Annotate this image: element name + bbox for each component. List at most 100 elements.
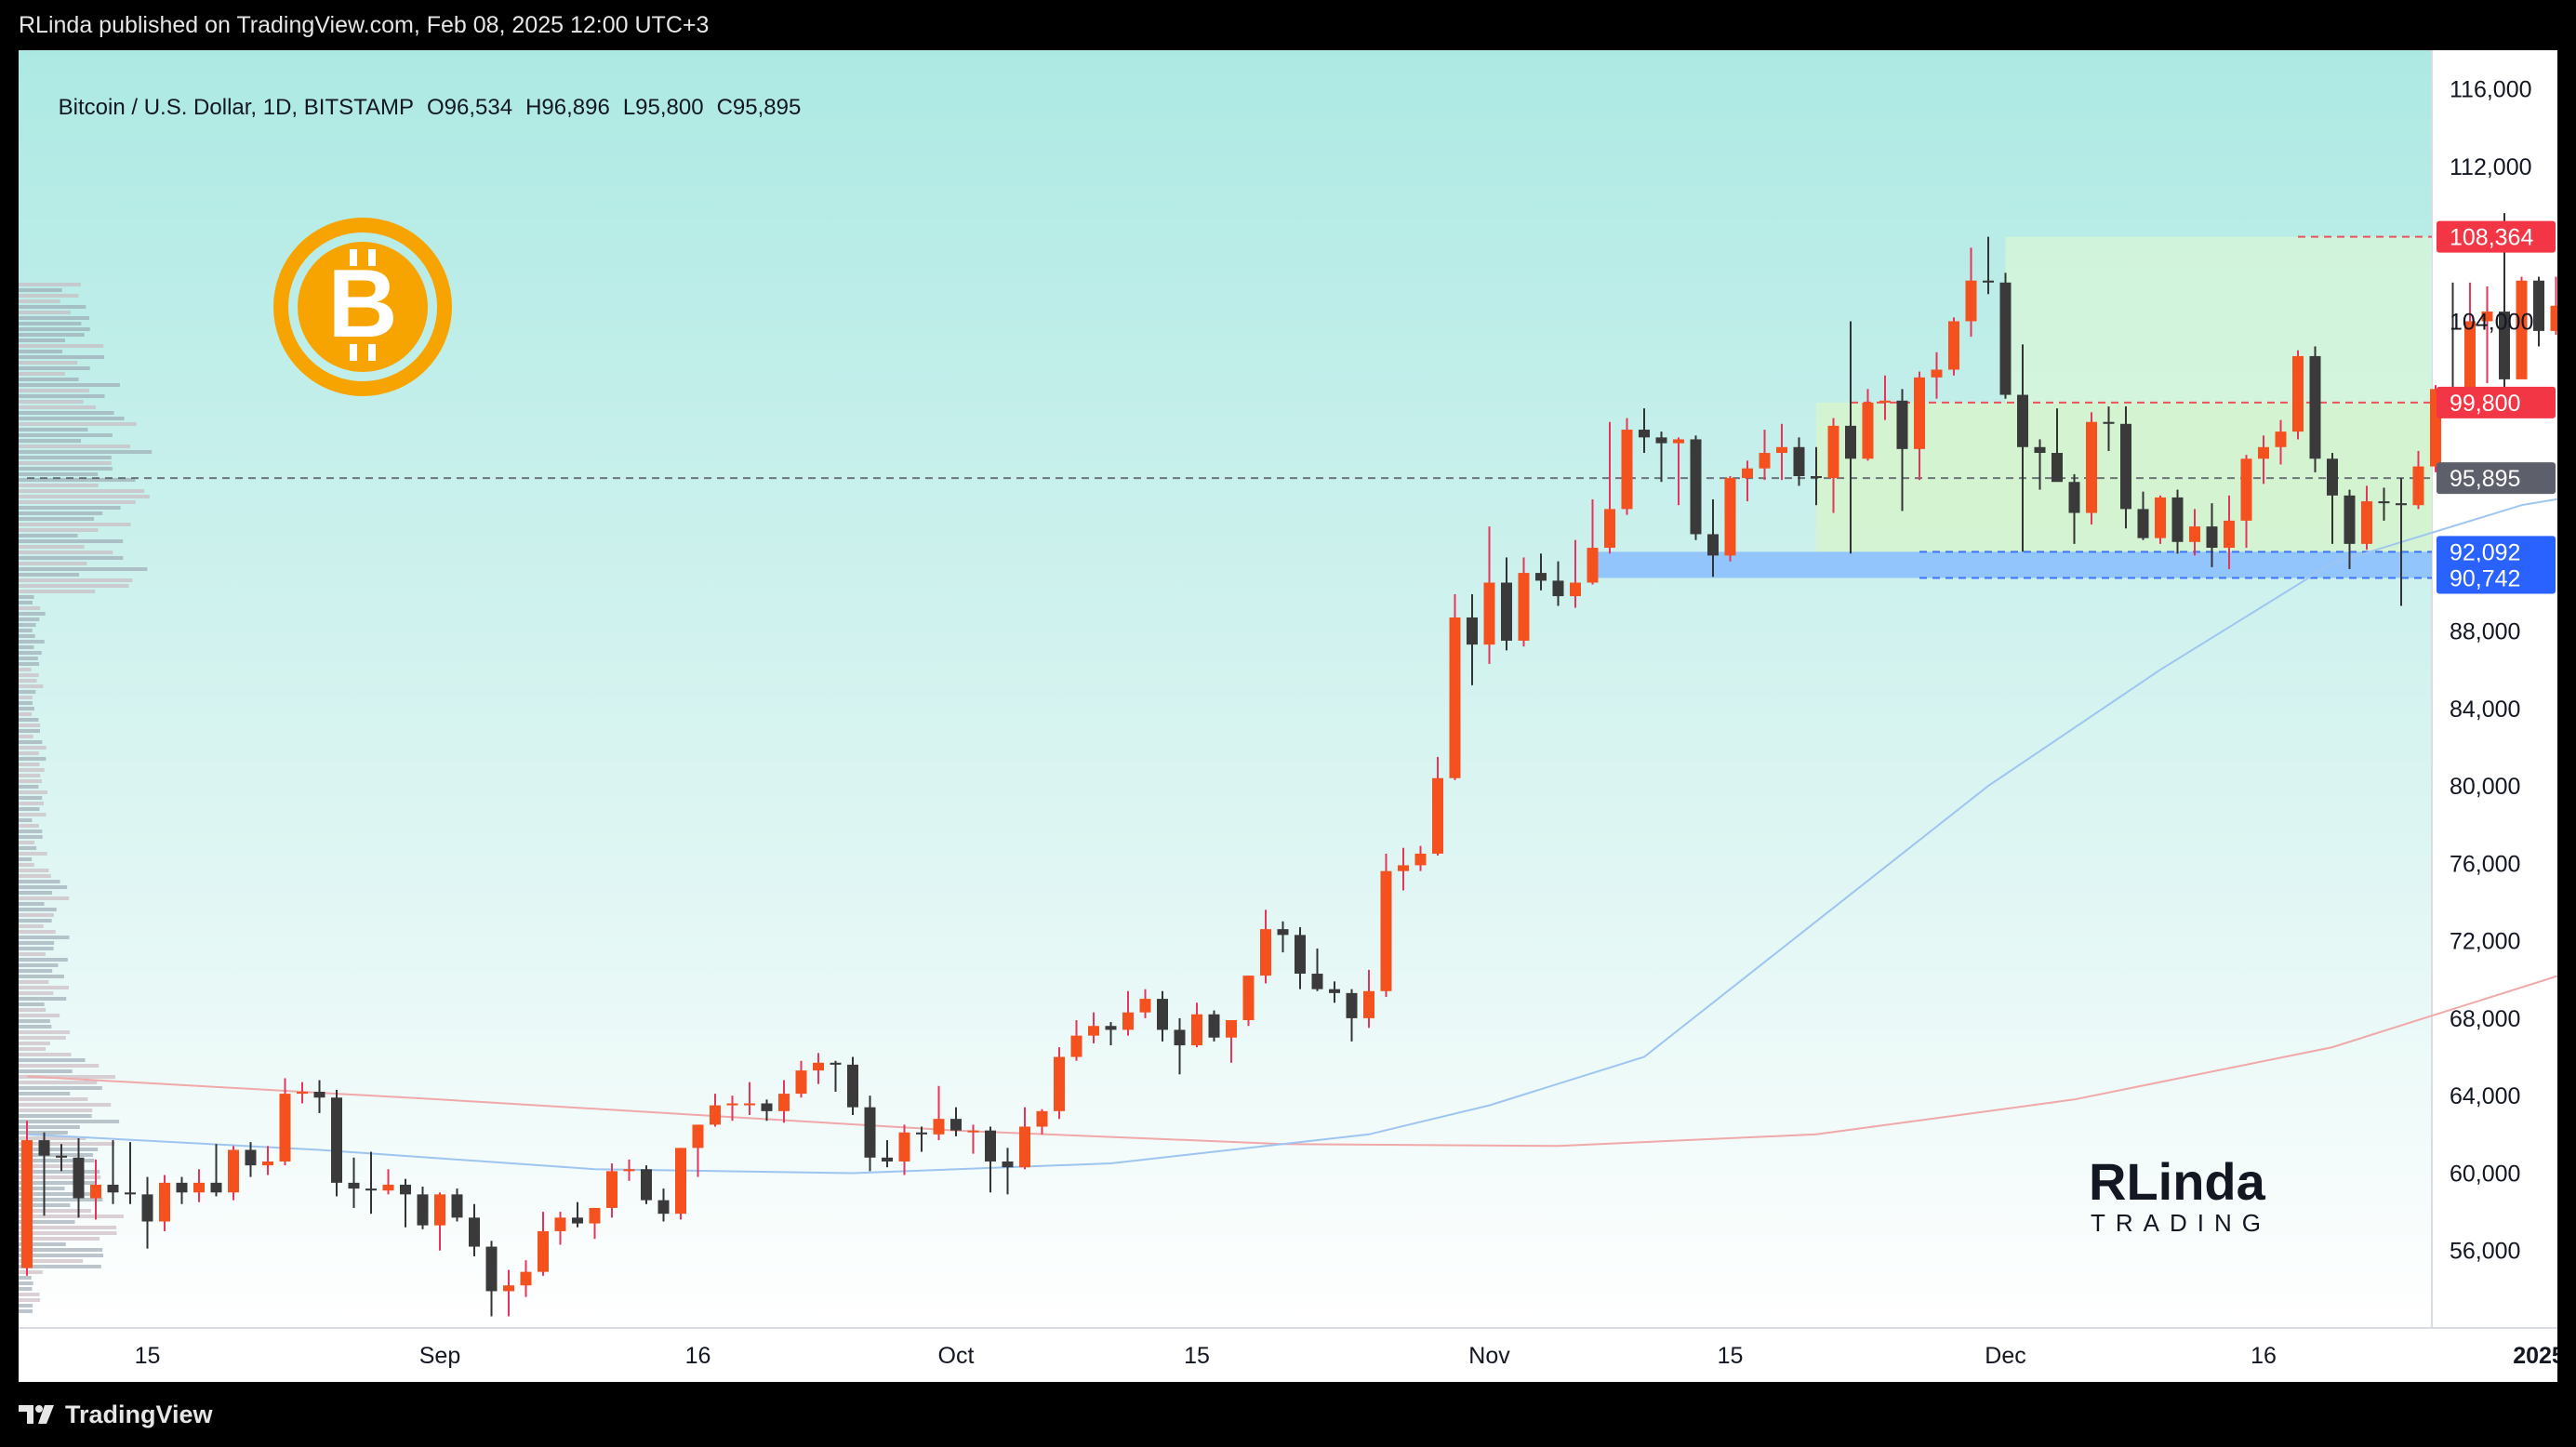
candle (641, 1165, 652, 1204)
profile-bar (19, 1069, 73, 1073)
candle-body (2052, 453, 2063, 483)
candle (1346, 989, 1358, 1042)
profile-bar (19, 389, 89, 392)
price-axis[interactable]: 116,000 112,000 104,000 88,000 84,000 80,000 7… (2437, 77, 2556, 1265)
profile-bar (19, 790, 48, 794)
price-label[interactable]: 99,800 (2437, 386, 2556, 418)
candle-body (2155, 497, 2166, 538)
candle-body (2378, 501, 2390, 504)
candle-body (434, 1194, 445, 1226)
price-tick-label: 68,000 (2450, 1006, 2520, 1032)
candle (56, 1144, 67, 1172)
profile-bar (19, 1270, 43, 1274)
candle-body (2120, 423, 2131, 510)
price-tick-label: 88,000 (2450, 619, 2520, 645)
candle (193, 1169, 205, 1202)
candle-body (1535, 573, 1547, 581)
candle (297, 1082, 308, 1104)
chart-area[interactable]: 116,000 112,000 104,000 88,000 84,000 80,000 7… (19, 50, 2576, 1382)
candle-body (2017, 394, 2028, 447)
candle-body (125, 1192, 136, 1195)
candle (950, 1107, 962, 1136)
candle (1191, 1002, 1202, 1048)
candle-body (279, 1094, 291, 1162)
candle-body (933, 1119, 945, 1135)
candle-body (1570, 582, 1581, 597)
candle (2481, 285, 2493, 384)
profile-bar (19, 1242, 66, 1246)
profile-bar (19, 1064, 100, 1068)
profile-bar (19, 601, 33, 604)
candle-body (554, 1217, 566, 1231)
candle-body (2275, 431, 2287, 447)
candle-body (1054, 1056, 1065, 1111)
profile-bar (19, 735, 33, 738)
candle (1242, 976, 1255, 1027)
price-label-text: 95,895 (2450, 466, 2520, 492)
price-tick-label: 56,000 (2450, 1239, 2520, 1265)
time-axis[interactable]: 15Sep16Oct15Nov15Dec16202515Feb15Mar (135, 1343, 2565, 1369)
profile-bar (19, 584, 129, 588)
time-tick-label: 15 (135, 1343, 161, 1369)
candle (2361, 485, 2372, 551)
price-label[interactable]: 95,895 (2437, 462, 2556, 495)
profile-bar (19, 1304, 33, 1308)
profile-bar (19, 405, 97, 409)
profile-bar (19, 874, 51, 878)
candle-body (331, 1097, 342, 1183)
profile-bar (19, 1298, 41, 1302)
candle-body (864, 1107, 876, 1158)
profile-bar (19, 662, 40, 666)
candle-body (313, 1092, 325, 1098)
candle (1879, 375, 1891, 420)
profile-bar (19, 852, 47, 856)
candle-body (2344, 495, 2356, 544)
candle (125, 1142, 136, 1204)
candle (1759, 430, 1771, 481)
candle-body (882, 1157, 893, 1162)
candle-body (503, 1285, 514, 1292)
footer-bar: TradingView (0, 1382, 2576, 1447)
candle-body (1707, 534, 1719, 556)
candle (1295, 927, 1306, 989)
profile-bar (19, 327, 90, 331)
candle-body (1019, 1126, 1030, 1168)
profile-bar (19, 997, 67, 1001)
profile-bar (19, 1192, 93, 1196)
price-label[interactable]: 92,092 (2437, 536, 2556, 568)
candle (1914, 371, 1925, 481)
candle (1277, 921, 1289, 953)
price-label[interactable]: 90,742 (2437, 562, 2556, 594)
profile-bar (19, 1198, 103, 1201)
profile-bar (19, 1142, 115, 1146)
candle-body (830, 1062, 842, 1065)
tradingview-brand[interactable]: TradingView (19, 1401, 213, 1429)
candle (1811, 446, 1822, 506)
candle (1896, 389, 1908, 511)
candle (2137, 491, 2149, 540)
candle (176, 1176, 188, 1204)
profile-bar (19, 433, 113, 437)
price-label-bg (2437, 386, 2556, 418)
candle-body (2224, 520, 2235, 549)
candle (313, 1080, 325, 1113)
candle (1483, 526, 1495, 664)
profile-bar (19, 617, 40, 621)
profile-bar (19, 623, 36, 627)
candle-body (2189, 526, 2200, 542)
candle (2052, 408, 2063, 483)
candle (2412, 450, 2424, 510)
price-tick-label: 104,000 (2450, 309, 2533, 335)
profile-bar (19, 456, 112, 459)
tradingview-logo-icon (19, 1405, 54, 1424)
price-label[interactable]: 108,364 (2437, 220, 2556, 253)
profile-bar (19, 869, 49, 872)
profile-bar (19, 523, 131, 526)
profile-bar (19, 930, 56, 934)
time-tick-label: Nov (1468, 1343, 1510, 1369)
price-chart[interactable]: 116,000 112,000 104,000 88,000 84,000 80,000 7… (19, 50, 2576, 1382)
candle-body (2034, 446, 2046, 454)
profile-bar (19, 445, 131, 448)
candle-body (1260, 929, 1271, 976)
candle (2086, 412, 2097, 525)
